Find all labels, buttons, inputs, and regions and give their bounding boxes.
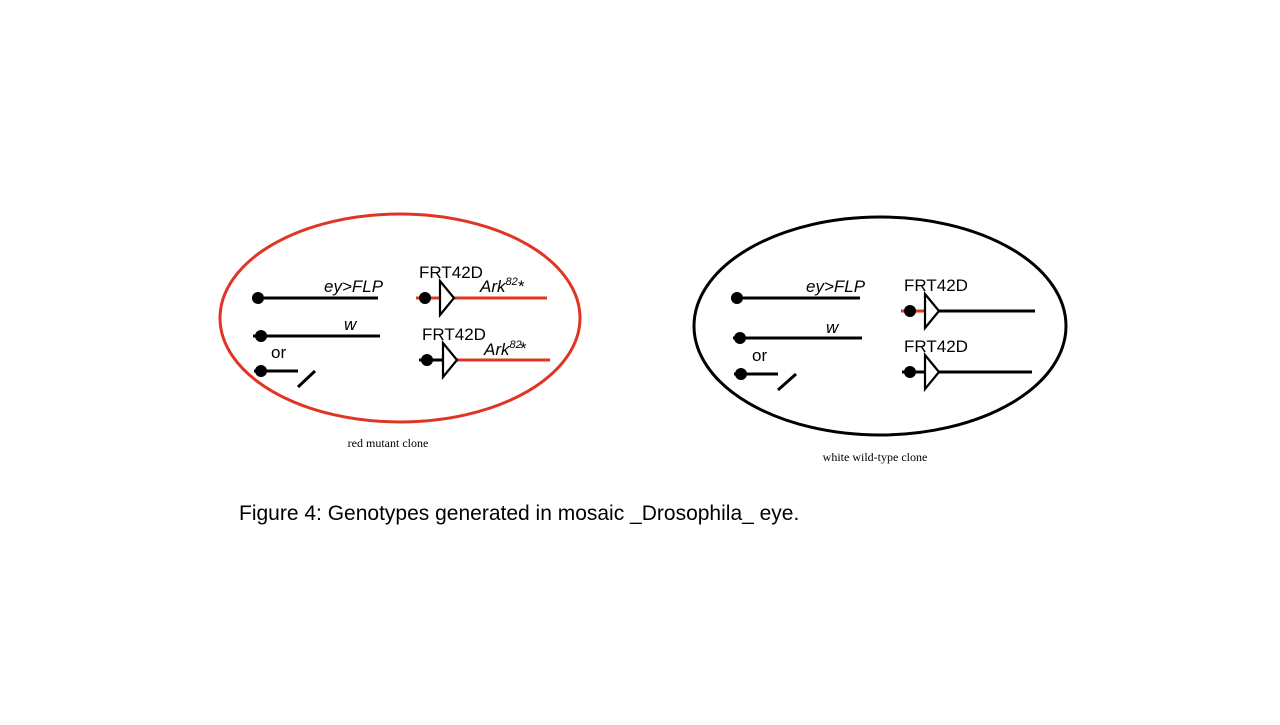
mutation-asterisk: *: [520, 339, 527, 358]
centromere-dot: [731, 292, 743, 304]
chromosome-ey-flp: ey>FLP: [252, 277, 384, 304]
centromere-dot: [255, 330, 267, 342]
frt-triangle-icon: [441, 339, 459, 381]
white-clone-outline: [692, 215, 1068, 437]
ey-flp-label: ey>FLP: [324, 277, 384, 296]
frt42d-label: FRT42D: [904, 337, 968, 356]
frt42d-label: FRT42D: [419, 263, 483, 282]
frt-triangle-icon: [923, 290, 941, 332]
centromere-dot: [419, 292, 431, 304]
frt-triangle-icon: [923, 351, 941, 393]
chromosome-frt42d-ark-bottom: Ark82 *: [419, 339, 550, 381]
or-label: or: [752, 346, 767, 365]
white-clone-caption: white wild-type clone: [823, 450, 928, 464]
chromosome-y-hook: [734, 368, 797, 392]
centromere-dot: [735, 368, 747, 380]
centromere-dot: [904, 366, 916, 378]
frt42d-label: FRT42D: [904, 276, 968, 295]
chromosome-frt42d-top: [901, 290, 1035, 332]
ark82-label: Ark82: [483, 339, 522, 359]
frt-triangle-icon: [438, 277, 456, 319]
chromosome-frt42d-ark-top: Ark82 *: [416, 276, 547, 319]
w-label: w: [344, 315, 358, 334]
centromere-dot: [904, 305, 916, 317]
chromosome-y-hook: [254, 365, 317, 389]
red-mutant-clone: ey>FLP w or FRT42D Ark82: [218, 212, 582, 450]
chromosome-ey-flp: ey>FLP: [731, 277, 866, 304]
chromosome-w: w: [733, 318, 862, 344]
centromere-dot: [252, 292, 264, 304]
or-label: or: [271, 343, 286, 362]
ey-flp-label: ey>FLP: [806, 277, 866, 296]
red-clone-caption: red mutant clone: [348, 436, 429, 450]
w-label: w: [826, 318, 840, 337]
white-wildtype-clone: ey>FLP w or FRT42D FRT42D: [692, 215, 1068, 464]
figure-caption: Figure 4: Genotypes generated in mosaic …: [239, 502, 800, 525]
mutation-asterisk: *: [518, 277, 525, 296]
ark82-label: Ark82: [479, 276, 518, 296]
red-clone-outline: [218, 212, 582, 424]
centromere-dot: [255, 365, 267, 377]
centromere-dot: [734, 332, 746, 344]
frt42d-label: FRT42D: [422, 325, 486, 344]
centromere-dot: [421, 354, 433, 366]
chromosome-w: w: [253, 315, 380, 342]
chromosome-frt42d-bottom: [902, 351, 1032, 393]
